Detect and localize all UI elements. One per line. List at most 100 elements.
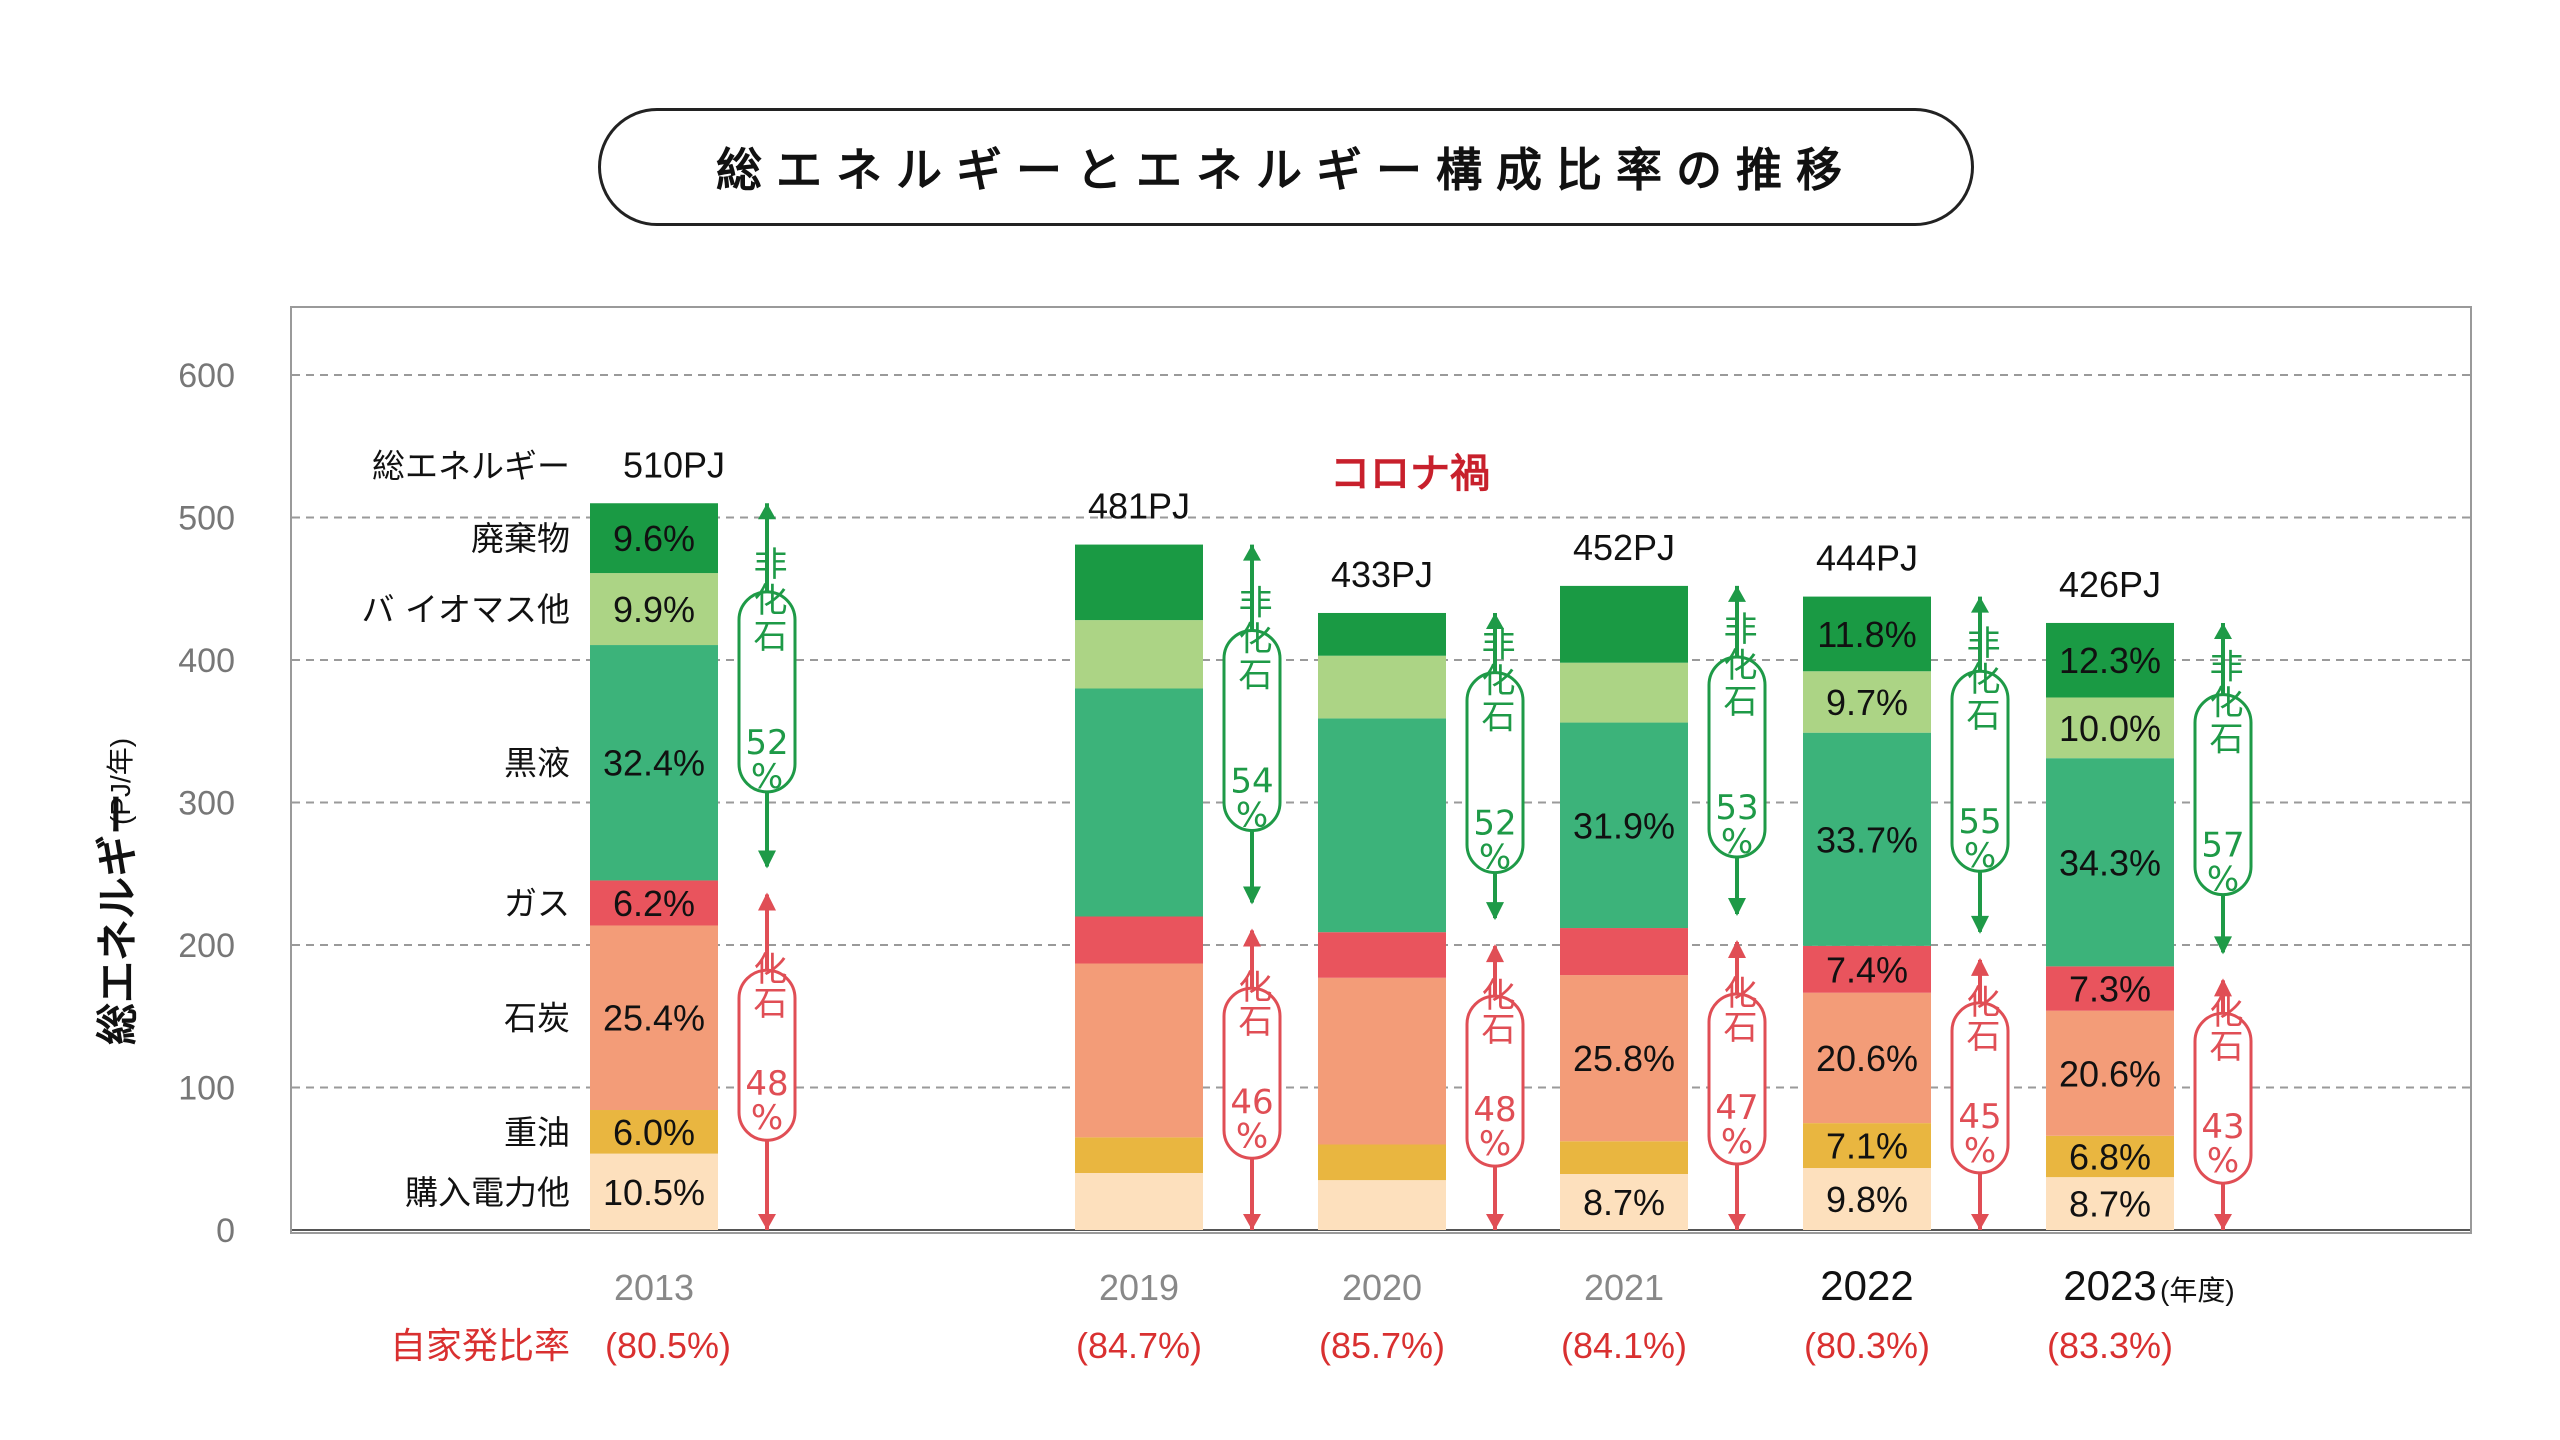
y-tick-label: 500 (178, 500, 235, 538)
nonfossil-share-label: 非化石 (747, 546, 787, 654)
nonfossil-pill (2193, 693, 2253, 897)
bar-segment-heavy-oil (2046, 1135, 2174, 1178)
nonfossil-pill (1222, 629, 1282, 833)
data-label: 9.7% (1826, 682, 1908, 723)
data-label: 7.4% (1826, 949, 1908, 990)
y-tick-label: 600 (178, 357, 235, 395)
bar-segment-buy-power (1560, 1173, 1688, 1230)
nonfossil-arrowhead-top (1728, 585, 1746, 602)
fossil-arrowhead-top (1728, 940, 1746, 959)
bar-segment-black-liquor (1075, 688, 1203, 917)
bar-segment-black-liquor (2046, 758, 2174, 967)
fossil-share-label: 化石 (2203, 994, 2243, 1062)
y-tick-label: 200 (178, 927, 235, 965)
nonfossil-arrowhead-bottom (1243, 886, 1261, 905)
category-label: 黒液 (504, 744, 570, 783)
plot-frame (290, 306, 2472, 1234)
self-gen-ratio: (83.3%) (2047, 1325, 2173, 1366)
fossil-arrowhead-bottom (1971, 1214, 1989, 1230)
total-label: 452PJ (1573, 527, 1675, 568)
bar-segment-biomass (2046, 697, 2174, 759)
fossil-arrowhead-bottom (758, 1214, 776, 1230)
category-label: 購入電力他 (405, 1173, 570, 1212)
bar-segment-biomass (1803, 671, 1931, 733)
category-label: ガス (504, 884, 570, 923)
data-label: 8.7% (2069, 1184, 2151, 1225)
total-label: 510PJ (623, 444, 725, 485)
fossil-pill (1707, 992, 1767, 1166)
data-label: 25.8% (1573, 1038, 1675, 1079)
fossil-share-pct: % (751, 1098, 783, 1138)
data-label: 34.3% (2059, 842, 2161, 883)
fossil-arrowhead-top (1971, 957, 1989, 976)
bar-segment-buy-power (1318, 1180, 1446, 1230)
nonfossil-share-value: 55 (1958, 802, 2001, 842)
bar-segment-heavy-oil (590, 1110, 718, 1154)
data-label: 6.8% (2069, 1136, 2151, 1177)
fossil-arrowhead-bottom (1728, 1214, 1746, 1230)
data-label: 10.5% (603, 1172, 705, 1213)
data-label: 31.9% (1573, 805, 1675, 846)
data-label: 25.4% (603, 998, 705, 1039)
fossil-share-pct: % (1479, 1124, 1511, 1164)
share-arrows: 非化石 52% 化石 48% 非化石 54% 化石 46% 非化石 52% 化石 48% 非化石 53% 化… (737, 503, 2253, 1230)
bar-segment-gas (2046, 966, 2174, 1011)
data-label: 7.3% (2069, 969, 2151, 1010)
nonfossil-share-pct: % (751, 757, 783, 797)
bar-segment-waste (590, 503, 718, 574)
bar-segment-black-liquor (1318, 718, 1446, 933)
bar-segment-coal (1560, 975, 1688, 1142)
self-gen-ratio: (80.3%) (1804, 1325, 1930, 1366)
nonfossil-arrowhead-top (1486, 612, 1504, 629)
self-gen-label: 自家発比率 (390, 1325, 570, 1366)
total-label: 444PJ (1816, 538, 1918, 579)
bar-segment-biomass (590, 573, 718, 646)
data-label: 12.3% (2059, 640, 2161, 681)
fossil-arrowhead-bottom (1243, 1214, 1261, 1230)
bar-segment-heavy-oil (1075, 1137, 1203, 1173)
fossil-pill (1222, 986, 1282, 1160)
nonfossil-arrowhead-bottom (1728, 898, 1746, 917)
fossil-share-pct: % (1964, 1131, 1996, 1171)
fossil-share-value: 46 (1230, 1082, 1273, 1122)
total-label: 433PJ (1331, 554, 1433, 595)
labels: 10.5% 6.0% 25.4% 6.2% 32.4% 9.9% 9.6% 510PJ 2013… (362, 444, 2235, 1366)
total-label: 426PJ (2059, 564, 2161, 605)
bar-segment-heavy-oil (1318, 1144, 1446, 1181)
fossil-pill (1465, 994, 1525, 1168)
data-label: 9.6% (613, 518, 695, 559)
nonfossil-arrowhead-top (758, 503, 776, 520)
nonfossil-arrowhead-top (1243, 544, 1261, 561)
y-tick-label: 300 (178, 785, 235, 823)
fossil-arrowhead-bottom (2214, 1214, 2232, 1230)
y-tick-labels: 0 100 200 300 400 500 600 (178, 357, 235, 1250)
bar-segment-buy-power (1075, 1173, 1203, 1230)
fossil-arrowhead-top (1243, 928, 1261, 947)
y-axis-title: 総エネルギー (PJ/年) (93, 738, 142, 1045)
chart-title: 総エネルギーとエネルギー構成比率の推移 (598, 108, 1974, 226)
nonfossil-share-value: 57 (2201, 826, 2244, 866)
nonfossil-share-label: 非化石 (1232, 585, 1272, 693)
bar-segment-coal (1803, 992, 1931, 1124)
bar-segment-buy-power (590, 1153, 718, 1230)
nonfossil-share-label: 非化石 (1960, 625, 2000, 733)
nonfossil-share-pct: % (1236, 796, 1268, 836)
bar-segment-coal (1318, 977, 1446, 1145)
y-axis-label: 総エネルギー (93, 793, 142, 1045)
year-label: 2013 (614, 1267, 694, 1308)
year-label: 2020 (1342, 1267, 1422, 1308)
fossil-share-value: 48 (745, 1064, 788, 1104)
nonfossil-arrowhead-bottom (758, 850, 776, 869)
fossil-pill (1950, 1001, 2010, 1175)
nonfossil-share-value: 53 (1715, 788, 1758, 828)
nonfossil-arrowhead-top (2214, 622, 2232, 639)
y-axis-unit: (PJ/年) (105, 738, 136, 825)
data-label: 9.9% (613, 589, 695, 630)
fossil-share-pct: % (1236, 1116, 1268, 1156)
year-unit: (年度) (2160, 1275, 2235, 1306)
bar-segment-gas (1318, 932, 1446, 978)
fossil-arrowhead-top (2214, 978, 2232, 997)
bars (590, 503, 2174, 1230)
bar-segment-coal (590, 925, 718, 1111)
bar-segment-biomass (1318, 655, 1446, 719)
